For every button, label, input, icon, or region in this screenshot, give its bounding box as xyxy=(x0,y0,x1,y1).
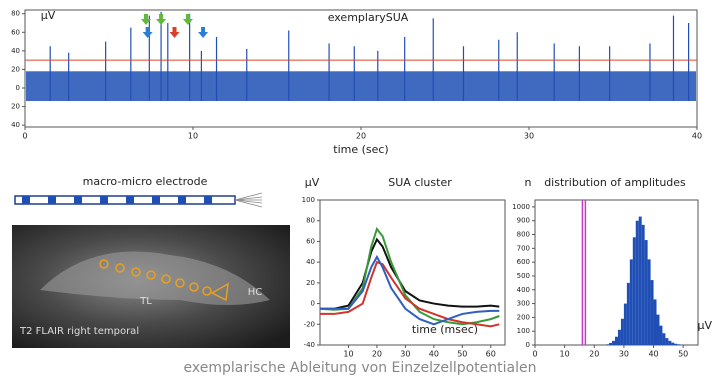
x-tick-label: 20 xyxy=(589,350,599,359)
hist-bar xyxy=(639,217,642,345)
electrode-drawing xyxy=(15,193,262,207)
x-tick-label: 0 xyxy=(22,132,27,141)
mri-label: T2 FLAIR right temporal xyxy=(19,326,139,337)
hist-bar xyxy=(606,344,609,345)
hist-bar xyxy=(645,240,648,345)
y-tick-label: 80 xyxy=(11,10,20,18)
hist-bar xyxy=(633,237,636,345)
x-tick-label: 30 xyxy=(400,350,410,359)
x-tick-label: 30 xyxy=(524,132,534,141)
hist-bar xyxy=(677,344,680,345)
y-tick-label: 40 xyxy=(306,258,315,266)
hist-bar xyxy=(648,259,651,345)
y-tick-label: 800 xyxy=(517,231,530,239)
waveform xyxy=(320,239,499,308)
x-tick-label: 50 xyxy=(457,350,467,359)
y-axis-label: µV xyxy=(305,176,320,189)
event-arrow xyxy=(156,14,166,25)
x-tick-label: 40 xyxy=(648,350,658,359)
y-tick-label: -20 xyxy=(304,320,315,328)
figure: macro-micro electrode TL HC T2 FLAIR rig… xyxy=(0,0,721,378)
y-tick-label: 900 xyxy=(517,217,530,225)
y-axis-label: n xyxy=(525,176,532,189)
hist-bar xyxy=(615,337,618,345)
y-tick-label: 40 xyxy=(11,47,20,55)
region-label: TL xyxy=(139,296,152,307)
y-tick-label: 700 xyxy=(517,244,530,252)
y-tick-label: -40 xyxy=(304,341,315,349)
y-tick-label: 80 xyxy=(306,217,315,225)
plot-frame xyxy=(25,10,697,127)
hist-bar xyxy=(609,343,612,345)
x-tick-label: 0 xyxy=(532,350,537,359)
hist-bar xyxy=(651,280,654,345)
chart-title: distribution of amplitudes xyxy=(544,176,686,189)
hist-bar xyxy=(618,330,621,345)
x-tick-label: 20 xyxy=(356,132,366,141)
x-tick-label: 30 xyxy=(619,350,629,359)
event-arrow xyxy=(198,27,208,38)
hist-bar xyxy=(662,333,665,345)
y-tick-label: 60 xyxy=(11,28,20,36)
region-label: HC xyxy=(248,287,263,298)
waveform xyxy=(320,229,499,324)
x-tick-label: 10 xyxy=(560,350,570,359)
chart-title: exemplarySUA xyxy=(328,11,409,24)
y-tick-label: 100 xyxy=(302,196,315,204)
hist-bar xyxy=(668,341,671,345)
y-tick-label: 100 xyxy=(517,327,530,335)
plot-frame xyxy=(535,200,698,345)
y-tick-label: 20 xyxy=(11,103,20,111)
hist-bar xyxy=(642,225,645,345)
y-tick-label: 400 xyxy=(517,286,530,294)
y-tick-label: 200 xyxy=(517,313,530,321)
x-tick-label: 10 xyxy=(343,350,353,359)
hist-bar xyxy=(657,315,660,345)
electrode-label: macro-micro electrode xyxy=(83,175,208,188)
y-tick-label: 500 xyxy=(517,272,530,280)
event-arrow xyxy=(170,27,180,38)
y-tick-label: 60 xyxy=(306,237,315,245)
hist-bar xyxy=(624,304,627,345)
x-tick-label: 40 xyxy=(429,350,439,359)
x-tick-label: 40 xyxy=(692,132,702,141)
y-tick-label: 20 xyxy=(11,65,20,73)
chart-title: SUA cluster xyxy=(388,176,452,189)
hist-bar xyxy=(654,299,657,345)
x-axis-label: time (sec) xyxy=(333,143,388,156)
event-arrow xyxy=(143,27,153,38)
x-tick-label: 20 xyxy=(372,350,382,359)
hist-bar xyxy=(665,338,668,345)
hist-bar xyxy=(671,343,674,345)
x-tick-label: 50 xyxy=(678,350,688,359)
y-tick-label: 600 xyxy=(517,258,530,266)
y-axis-label: µV xyxy=(41,9,56,22)
hist-bar xyxy=(659,326,662,345)
waveform xyxy=(320,257,499,324)
hist-bar xyxy=(627,283,630,345)
event-arrow xyxy=(183,14,193,25)
x-tick-label: 60 xyxy=(486,350,496,359)
y-tick-label: 40 xyxy=(11,121,20,129)
hist-bar xyxy=(674,344,677,345)
y-tick-label: 0 xyxy=(311,300,315,308)
noise-band xyxy=(26,71,696,101)
x-axis-label: time (msec) xyxy=(412,323,478,336)
hist-bar xyxy=(636,221,639,345)
x-axis-label: µV xyxy=(697,319,712,332)
caption: exemplarische Ableitung von Einzelzellpo… xyxy=(184,360,537,376)
y-tick-label: 1000 xyxy=(512,203,530,211)
y-tick-label: 0 xyxy=(526,341,530,349)
hist-bar xyxy=(630,259,633,345)
hist-bar xyxy=(621,319,624,345)
hist-bar xyxy=(612,341,615,345)
y-tick-label: 20 xyxy=(306,279,315,287)
y-tick-label: 0 xyxy=(16,84,20,92)
y-tick-label: 300 xyxy=(517,300,530,308)
x-tick-label: 10 xyxy=(188,132,198,141)
